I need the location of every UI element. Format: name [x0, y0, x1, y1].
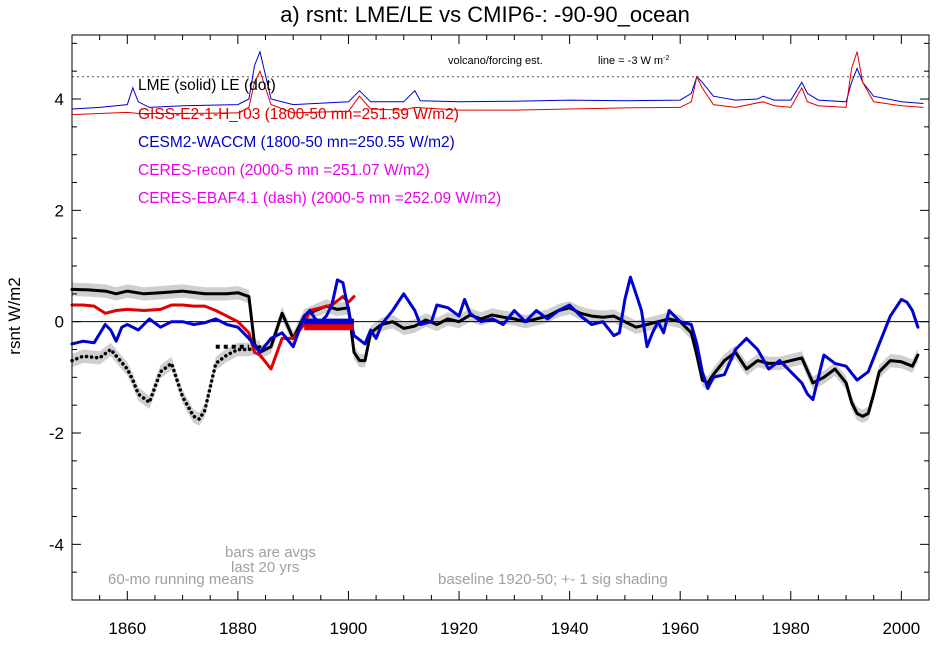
legend-entry-giss: GISS-E2-1-H_r03 (1800-50 mn=251.59 W/m2): [138, 106, 459, 123]
running-mean-note: 60-mo running means: [108, 571, 254, 588]
series-line-lme-solid: [70, 287, 920, 418]
legend-entry-cesm2: CESM2-WACCM (1800-50 mn=250.55 W/m2): [138, 134, 455, 151]
x-tick-label-1980: 1980: [772, 619, 810, 638]
line-scale-text: line = -3 W m: [598, 55, 663, 67]
shading-lme-solid: [72, 282, 918, 423]
legend-entry-lme-le: LME (solid) LE (dot): [138, 77, 276, 94]
y-axis-label: rsnt W/m2: [5, 277, 24, 354]
y-tick-label-4: 4: [55, 90, 64, 109]
x-tick-label-1920: 1920: [440, 619, 478, 638]
y-tick-label-neg4: -4: [49, 535, 64, 554]
series-line-cesm2-waccm: [70, 275, 920, 402]
legend: LME (solid) LE (dot) GISS-E2-1-H_r03 (18…: [138, 77, 501, 207]
baseline-note: baseline 1920-50; +- 1 sig shading: [438, 571, 668, 588]
legend-entry-ceres-ebaf: CERES-EBAF4.1 (dash) (2000-5 mn =252.09 …: [138, 190, 501, 207]
bars-note-line1: bars are avgs: [225, 544, 316, 561]
series-line-le-dot: [70, 344, 262, 421]
x-tick-label-1880: 1880: [219, 619, 257, 638]
x-tick-label-1860: 1860: [108, 619, 146, 638]
data-series: [70, 275, 920, 421]
volcano-annotation: volcano/forcing est.: [448, 55, 543, 67]
bars-note-line2: last 20 yrs: [231, 559, 299, 576]
uncertainty-shading: [72, 282, 918, 426]
chart-title: a) rsnt: LME/LE vs CMIP6-: -90-90_ocean: [280, 2, 690, 27]
y-tick-label-2: 2: [55, 201, 64, 220]
x-tick-label-1940: 1940: [551, 619, 589, 638]
x-tick-label-1960: 1960: [661, 619, 699, 638]
series-line-giss-e2-1-h-r03: [70, 295, 356, 371]
average-bars: [215, 318, 354, 349]
x-tick-label-2000: 2000: [882, 619, 920, 638]
line-scale-annotation: line = -3 W m-2: [598, 55, 669, 67]
y-tick-label-0: 0: [55, 313, 64, 332]
forcing-line-cesm2-waccm-forcing: [71, 50, 924, 110]
plot-frame: [71, 34, 930, 601]
y-tick-label-neg2: -2: [49, 424, 64, 443]
line-scale-superscript: -2: [663, 55, 669, 62]
x-tick-label-1900: 1900: [330, 619, 368, 638]
forcing-lines: [71, 50, 924, 116]
axes: 1860 1880 1900 1920 1940 1960 1980 2000 -4 -2 0 2 4: [49, 34, 930, 638]
legend-entry-ceres-recon: CERES-recon (2000-5 mn =251.07 W/m2): [138, 162, 430, 179]
forcing-line-giss-e2-1-h-r03-forcing: [71, 51, 924, 116]
